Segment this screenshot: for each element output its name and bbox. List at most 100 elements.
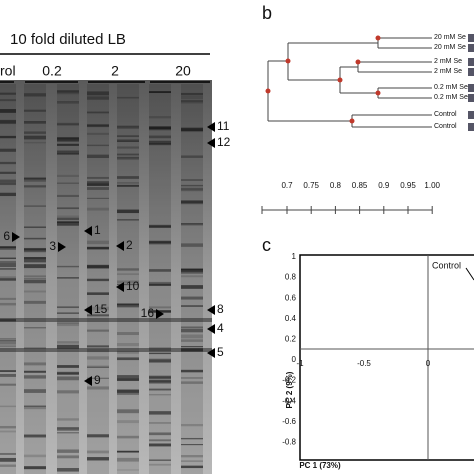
band [181, 346, 203, 348]
leaf-label: 0.2 mM Se [434, 84, 468, 91]
arrow [116, 282, 124, 292]
band [149, 240, 171, 245]
band [0, 370, 16, 372]
band [57, 449, 79, 453]
band [181, 92, 203, 96]
band [57, 215, 79, 217]
band [117, 268, 139, 271]
band [24, 131, 46, 134]
gel-bands [0, 84, 212, 474]
band [117, 283, 139, 286]
band [57, 207, 79, 210]
band [149, 439, 171, 442]
band [0, 261, 16, 263]
band [149, 281, 171, 286]
band [0, 319, 16, 322]
band [181, 296, 203, 300]
lane-label: 20 [175, 63, 191, 79]
band [0, 120, 16, 125]
band-label: 16 [141, 306, 155, 320]
panel-letter: b [262, 3, 272, 23]
band [0, 464, 16, 467]
band [57, 427, 79, 431]
band [87, 247, 109, 250]
arrow [84, 226, 92, 236]
band [149, 463, 171, 466]
lane [181, 84, 203, 474]
band [117, 125, 139, 128]
band [24, 389, 46, 393]
band [57, 432, 79, 434]
band [24, 454, 46, 458]
band [87, 132, 109, 135]
band [57, 137, 79, 140]
band [181, 100, 203, 104]
band [0, 135, 16, 139]
band [24, 300, 46, 304]
arrow [84, 376, 92, 386]
band [0, 192, 16, 197]
band [87, 207, 109, 211]
arrow [156, 309, 164, 319]
band [24, 264, 46, 269]
y-tick-label: 0.6 [285, 293, 297, 302]
band [87, 154, 109, 159]
band [24, 226, 46, 228]
band [87, 349, 109, 353]
band [24, 277, 46, 279]
band [87, 278, 109, 281]
band [57, 341, 79, 344]
band [181, 444, 203, 446]
point-label: Control [432, 260, 461, 270]
band [87, 183, 109, 185]
y-tick-label: 0.2 [285, 335, 297, 344]
y-tick-label: -0.6 [282, 417, 296, 426]
y-tick-label: 0 [292, 355, 297, 364]
lane-label: rol [0, 63, 16, 79]
band [57, 418, 79, 421]
band [24, 121, 46, 123]
band [181, 200, 203, 203]
band [57, 455, 79, 459]
band [149, 393, 171, 396]
band [0, 268, 16, 270]
band [57, 312, 79, 314]
band [149, 127, 171, 131]
band [149, 140, 171, 145]
band [57, 276, 79, 279]
band [117, 146, 139, 149]
band [181, 334, 203, 339]
band [0, 261, 16, 264]
band [181, 184, 203, 187]
band [57, 194, 79, 197]
band [181, 328, 203, 333]
tick-label: 0.95 [400, 181, 416, 190]
band [117, 182, 139, 184]
band [117, 332, 139, 336]
band [87, 197, 109, 199]
nodes [265, 35, 381, 124]
band [57, 390, 79, 394]
band [181, 187, 203, 191]
band [181, 95, 203, 100]
band [87, 377, 109, 379]
band [87, 457, 109, 461]
band [0, 425, 16, 429]
band [87, 111, 109, 114]
band [24, 248, 46, 253]
band [149, 459, 171, 461]
band [181, 188, 203, 192]
band [57, 150, 79, 155]
band-label: 5 [217, 345, 224, 359]
band [181, 377, 203, 379]
band [0, 92, 16, 95]
arrow [207, 138, 215, 148]
band [87, 124, 109, 128]
band [149, 126, 171, 130]
band [57, 372, 79, 375]
band [24, 205, 46, 207]
band [24, 290, 46, 293]
band [0, 276, 16, 280]
band [181, 305, 203, 307]
